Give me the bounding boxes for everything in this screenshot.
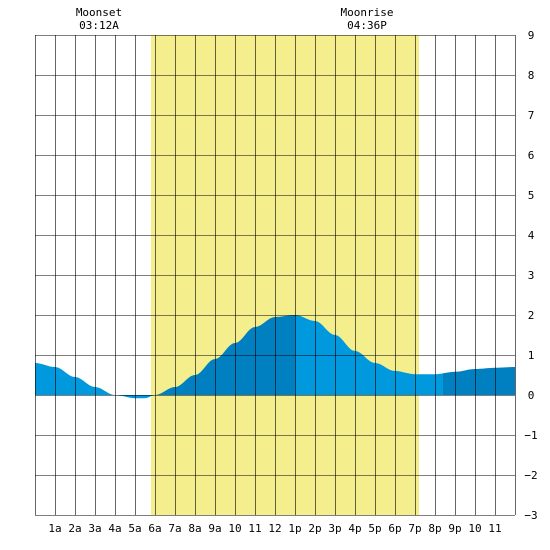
x-tick-label: 5p — [368, 522, 381, 535]
moon-event-time: 04:36P — [347, 19, 387, 32]
y-axis-tick-labels: 9 8 7 6 5 4 3 2 1 0 −1 −2 −3 — [524, 29, 537, 522]
y-tick-label: −2 — [524, 469, 537, 482]
x-tick-label: 9a — [208, 522, 221, 535]
y-tick-label: 2 — [528, 309, 535, 322]
x-tick-label: 2p — [308, 522, 321, 535]
y-tick-label: 6 — [528, 149, 535, 162]
grid-layer — [35, 35, 516, 516]
daylight-band — [151, 35, 419, 515]
x-tick-label: 3p — [328, 522, 341, 535]
x-tick-label: 1p — [288, 522, 301, 535]
daylight-band-layer — [151, 35, 419, 515]
y-tick-label: 7 — [528, 109, 535, 122]
moon-event-label: Moonset — [76, 6, 122, 19]
x-tick-label: 12 — [268, 522, 281, 535]
y-tick-label: 4 — [528, 229, 535, 242]
y-tick-label: 8 — [528, 69, 535, 82]
x-tick-label: 4p — [348, 522, 361, 535]
x-tick-label: 1a — [48, 522, 61, 535]
moon-event-time: 03:12A — [79, 19, 119, 32]
x-tick-label: 8a — [188, 522, 201, 535]
tide-area-layer — [35, 315, 515, 399]
y-tick-label: −1 — [524, 429, 537, 442]
x-tick-label: 6p — [388, 522, 401, 535]
x-tick-label: 4a — [108, 522, 121, 535]
moon-event-label: Moonrise — [341, 6, 394, 19]
y-tick-label: 9 — [528, 29, 535, 42]
x-tick-label: 9p — [448, 522, 461, 535]
y-tick-label: −3 — [524, 509, 537, 522]
x-tick-label: 8p — [428, 522, 441, 535]
x-tick-label: 7a — [168, 522, 181, 535]
x-tick-label: 2a — [68, 522, 81, 535]
x-tick-label: 10 — [468, 522, 481, 535]
tide-area-night-am — [35, 363, 151, 399]
y-tick-label: 0 — [528, 389, 535, 402]
x-tick-label: 6a — [148, 522, 161, 535]
tide-area-night-pm — [443, 367, 515, 395]
x-tick-label: 5a — [128, 522, 141, 535]
y-tick-label: 5 — [528, 189, 535, 202]
tide-area-falling — [295, 315, 443, 395]
x-tick-label: 11 — [248, 522, 261, 535]
x-tick-label: 7p — [408, 522, 421, 535]
x-tick-label: 3a — [88, 522, 101, 535]
y-tick-label: 3 — [528, 269, 535, 282]
x-axis-tick-labels: 1a 2a 3a 4a 5a 6a 7a 8a 9a 10 11 12 1p 2p 3p 4p 5p 6p 7p 8p… — [48, 522, 501, 535]
y-tick-label: 1 — [528, 349, 535, 362]
x-tick-label: 10 — [228, 522, 241, 535]
x-tick-label: 11 — [488, 522, 501, 535]
